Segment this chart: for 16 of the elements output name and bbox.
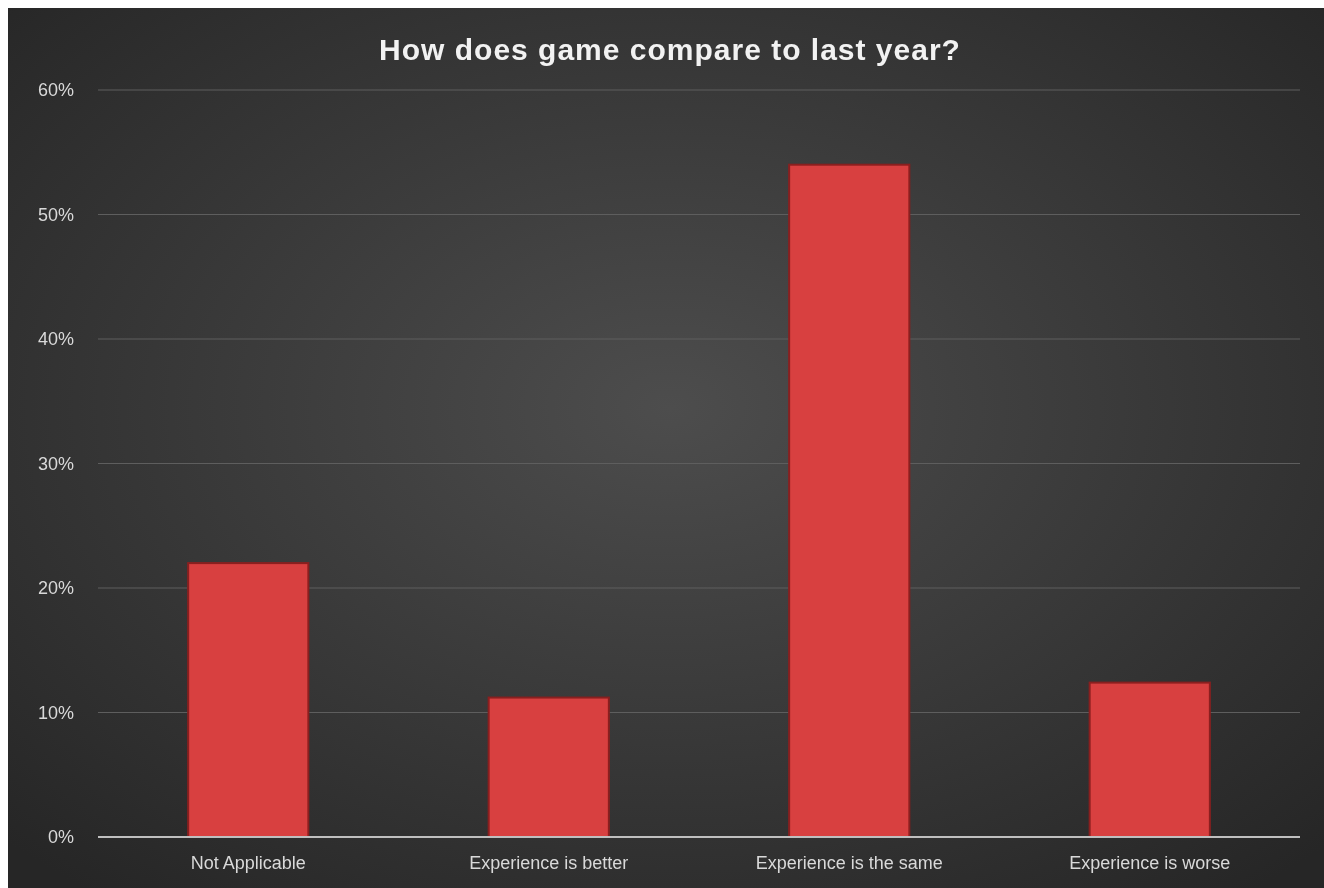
x-tick-label: Experience is the same [755, 853, 943, 873]
bar [788, 163, 911, 838]
y-tick-label: 0% [47, 827, 74, 848]
bar [187, 562, 310, 838]
x-tick-label: Experience is better [469, 853, 629, 873]
y-tick-label: 60% [37, 80, 74, 101]
bar [487, 696, 610, 838]
bar [1088, 681, 1211, 838]
y-tick-label: 50% [37, 204, 74, 225]
y-tick-label: 20% [37, 578, 74, 599]
y-tick-label: 10% [37, 702, 74, 723]
x-tick-label: Not Applicable [190, 853, 306, 873]
y-tick-label: 30% [37, 453, 74, 474]
y-tick-label: 40% [37, 329, 74, 350]
x-tick-label: Experience is worse [1069, 853, 1231, 873]
chart-title: How does game compare to last year? [379, 33, 961, 66]
